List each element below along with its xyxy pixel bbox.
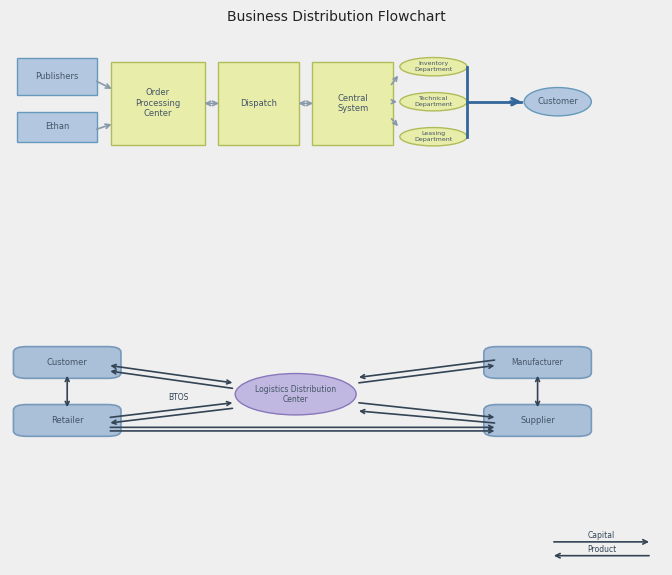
Ellipse shape — [400, 58, 467, 76]
Text: Manufacturer: Manufacturer — [511, 358, 564, 367]
FancyBboxPatch shape — [17, 112, 97, 141]
Ellipse shape — [400, 128, 467, 146]
Ellipse shape — [235, 374, 356, 415]
Text: Ethan: Ethan — [45, 122, 69, 131]
Text: Supplier: Supplier — [520, 416, 555, 425]
Text: BTOS: BTOS — [168, 393, 188, 402]
Text: Retailer: Retailer — [51, 416, 83, 425]
FancyBboxPatch shape — [17, 58, 97, 95]
FancyBboxPatch shape — [13, 347, 121, 378]
Ellipse shape — [524, 87, 591, 116]
Text: Business Distribution Flowchart: Business Distribution Flowchart — [226, 10, 446, 24]
Text: Publishers: Publishers — [36, 72, 79, 81]
Text: Dispatch: Dispatch — [240, 99, 278, 108]
FancyBboxPatch shape — [13, 405, 121, 436]
Text: Leasing
Department: Leasing Department — [415, 131, 452, 142]
Text: Central
System: Central System — [337, 94, 368, 113]
Text: Order
Processing
Center: Order Processing Center — [135, 89, 181, 118]
Text: Customer: Customer — [538, 97, 578, 106]
Text: Logistics Distribution
Center: Logistics Distribution Center — [255, 385, 336, 404]
FancyBboxPatch shape — [484, 405, 591, 436]
Text: Customer: Customer — [47, 358, 87, 367]
FancyBboxPatch shape — [484, 347, 591, 378]
FancyBboxPatch shape — [312, 62, 393, 145]
Ellipse shape — [400, 93, 467, 111]
Text: Product: Product — [587, 545, 616, 554]
Text: Capital: Capital — [588, 531, 615, 540]
Text: Technical
Department: Technical Department — [415, 97, 452, 107]
FancyBboxPatch shape — [218, 62, 299, 145]
FancyBboxPatch shape — [111, 62, 205, 145]
Text: Inventory
Department: Inventory Department — [415, 62, 452, 72]
